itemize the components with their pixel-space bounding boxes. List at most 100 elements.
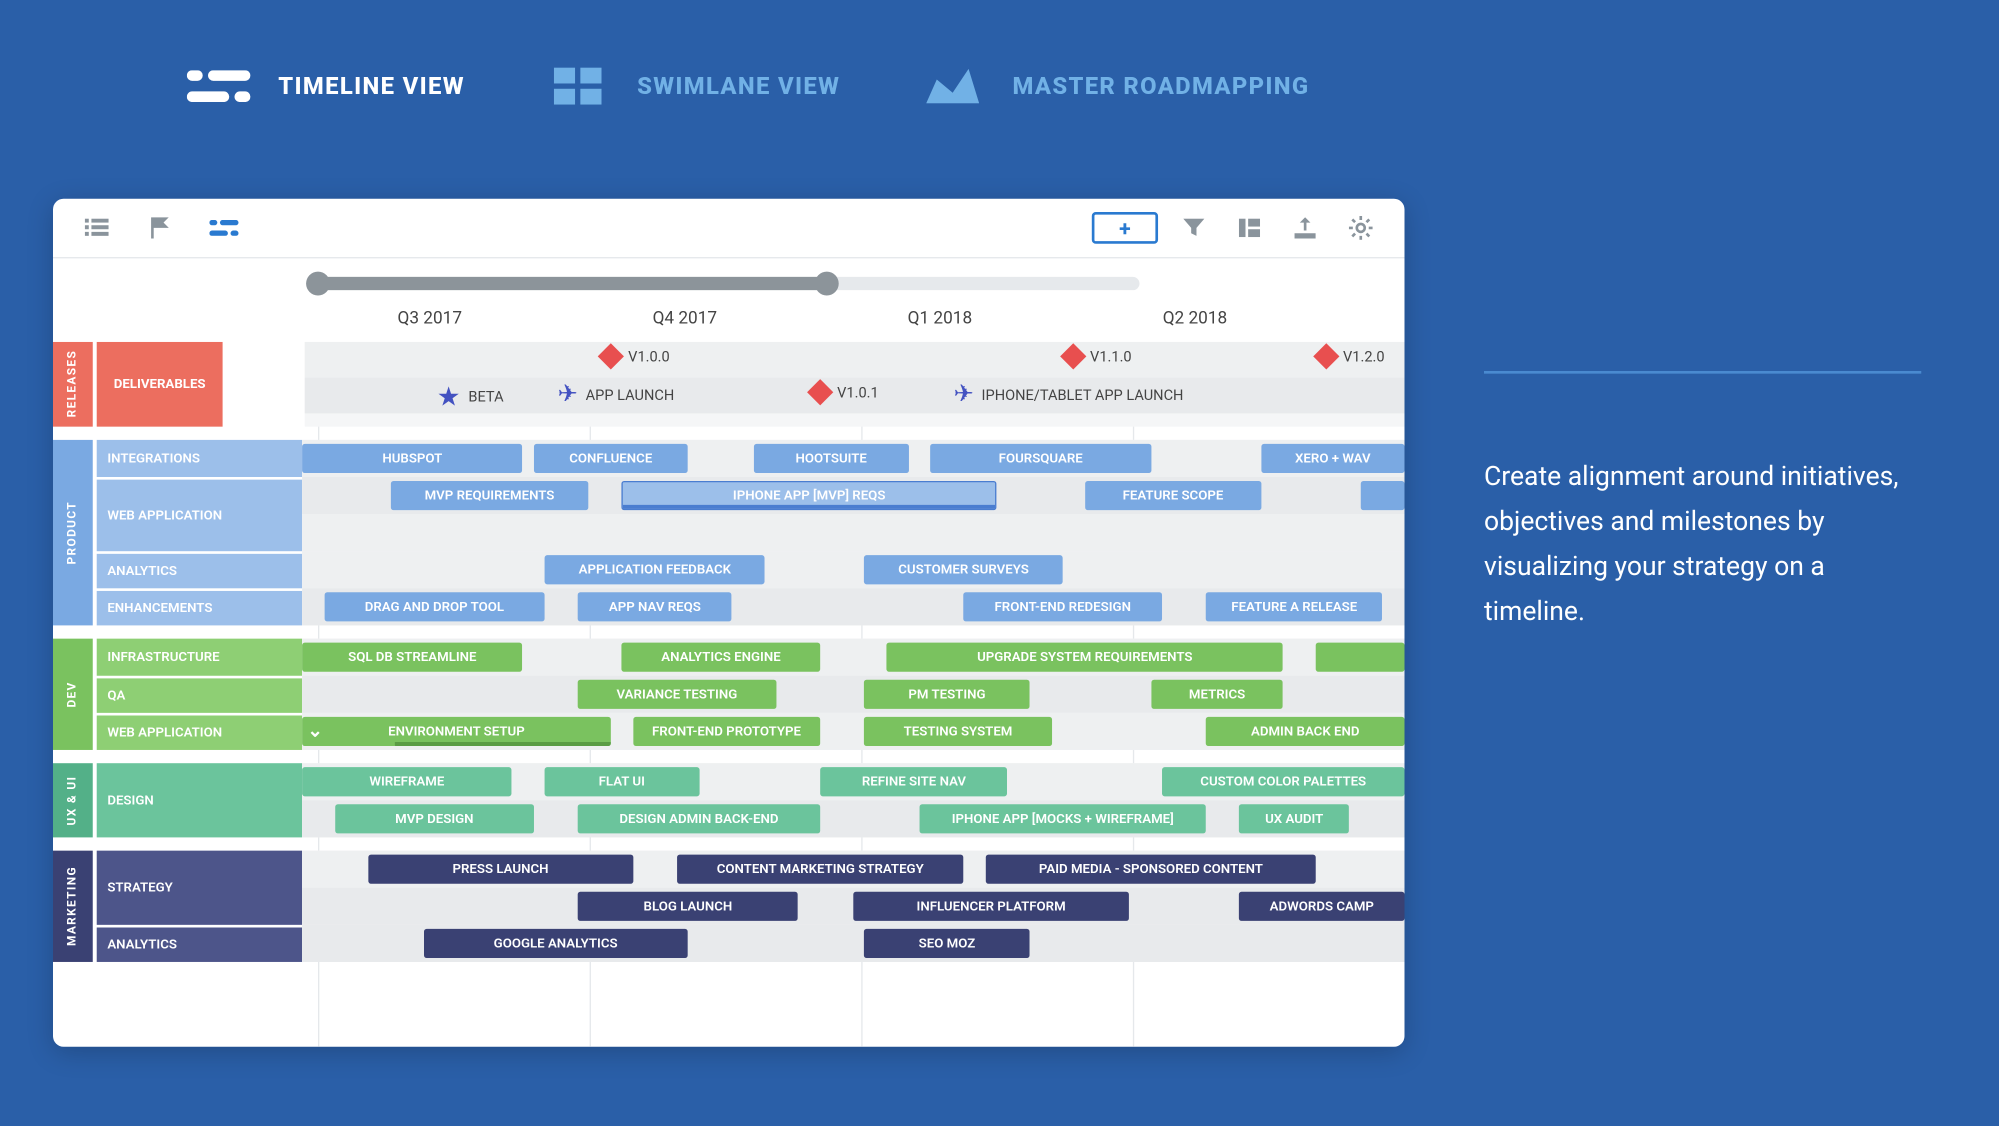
bar-label: CONFLUENCE [569,451,652,466]
filter-icon[interactable] [1174,212,1214,244]
bar-label: SEO MOZ [919,936,976,951]
milestone[interactable]: ✈IPHONE/TABLET APP LAUNCH [954,383,1184,407]
roadmap-bar[interactable]: VARIANCE TESTING [578,680,776,709]
milestone[interactable]: V1.0.1 [811,383,879,402]
bar-label: PAID MEDIA - SPONSORED CONTENT [1039,862,1263,877]
tab-master[interactable]: MASTER ROADMAPPING [920,66,1310,106]
roadmap-bar[interactable]: PAID MEDIA - SPONSORED CONTENT [986,855,1317,884]
master-icon [920,66,986,106]
bar-label: DRAG AND DROP TOOL [365,600,504,615]
lane-label: ENHANCEMENTS [97,591,302,625]
bar-label: CONTENT MARKETING STRATEGY [717,862,924,877]
bar-label: UPGRADE SYSTEM REQUIREMENTS [977,650,1192,665]
roadmap-bar[interactable]: PM TESTING [864,680,1029,709]
add-button[interactable]: + [1092,212,1158,244]
export-icon[interactable] [1285,212,1325,244]
roadmap-bar[interactable]: METRICS [1151,680,1283,709]
roadmap-bar[interactable]: HOOTSUITE [754,444,908,473]
bar-label: HUBSPOT [382,451,442,466]
milestone[interactable]: ★BETA [437,383,504,410]
roadmap-bar[interactable]: IPHONE APP [MOCKS + WIREFRAME] [919,804,1206,833]
roadmap-bar[interactable]: FRONT-END REDESIGN [964,592,1162,621]
roadmap-bar[interactable]: ADWORDS CAMP [1239,892,1404,921]
star-icon: ★ [437,383,461,410]
roadmap-bar[interactable]: CONTENT MARKETING STRATEGY [677,855,964,884]
roadmap-bar[interactable]: TESTING SYSTEM [864,717,1051,746]
milestone-label: V1.0.1 [837,384,879,401]
tab-label: MASTER ROADMAPPING [1012,72,1309,100]
diamond-icon [1313,343,1339,369]
deliverables-label: DELIVERABLES [97,342,223,427]
timeline-icon [186,66,252,106]
roadmap-bar[interactable]: XERO + WAV [1261,444,1404,473]
tab-swimlane[interactable]: SWIMLANE VIEW [544,66,840,106]
roadmap-bar[interactable]: DRAG AND DROP TOOL [324,592,544,621]
view-tabs: TIMELINE VIEW SWIMLANE VIEW MASTER ROADMAP… [0,0,1999,146]
tab-timeline[interactable]: TIMELINE VIEW [186,66,465,106]
bar-label: CUSTOMER SURVEYS [898,562,1029,577]
layout-icon[interactable] [1230,212,1270,244]
quarter-label: Q3 2017 [318,309,639,329]
bar-label: REFINE SITE NAV [862,774,966,789]
milestone-label: APP LAUNCH [586,386,675,403]
roadmap-bar[interactable]: GOOGLE ANALYTICS [423,929,688,958]
timeline-icon[interactable] [204,212,244,244]
roadmap-bar[interactable] [1316,643,1404,672]
roadmap-bar[interactable]: HUBSPOT [302,444,522,473]
bar-label: FLAT UI [599,774,645,789]
roadmap-bar[interactable]: APP NAV REQS [578,592,732,621]
milestone-label: V1.1.0 [1090,348,1132,365]
roadmap-bar[interactable]: PRESS LAUNCH [368,855,633,884]
roadmap-bar[interactable]: DESIGN ADMIN BACK-END [578,804,821,833]
roadmap-bar[interactable]: BLOG LAUNCH [578,892,798,921]
roadmap-bar[interactable]: SEO MOZ [864,929,1029,958]
roadmap-bar[interactable]: CONFLUENCE [534,444,688,473]
roadmap-bar[interactable]: FOURSQUARE [930,444,1150,473]
roadmap-bar[interactable]: FLAT UI [545,767,699,796]
bar-label: APP NAV REQS [609,600,701,615]
milestone[interactable]: V1.2.0 [1317,347,1385,366]
roadmap-bar[interactable]: REFINE SITE NAV [820,767,1007,796]
time-slider[interactable] [53,258,1405,295]
milestone[interactable]: V1.0.0 [602,347,670,366]
chevron-down-icon[interactable]: ⌄ [307,721,323,742]
roadmap-bar[interactable]: APPLICATION FEEDBACK [545,555,765,584]
list-icon[interactable] [77,212,117,244]
roadmap-bar[interactable]: FEATURE A RELEASE [1206,592,1382,621]
quarter-label: Q1 2018 [894,309,1149,329]
roadmap-bar[interactable]: IPHONE APP [MVP] REQS [622,481,997,510]
divider [1484,371,1921,374]
roadmap-bar[interactable]: CUSTOM COLOR PALETTES [1162,767,1405,796]
roadmap-bar[interactable]: INFLUENCER PLATFORM [853,892,1129,921]
group-ux: UX & UI [53,763,93,837]
roadmap-bar[interactable]: FRONT-END PROTOTYPE [633,717,820,746]
bar-label: FEATURE A RELEASE [1231,600,1357,615]
roadmap-bar[interactable]: FEATURE SCOPE [1085,481,1261,510]
roadmap-bar[interactable]: CUSTOMER SURVEYS [864,555,1062,584]
bar-label: MVP DESIGN [395,812,473,827]
group-dev: DEV [53,639,93,750]
roadmap-bar[interactable]: ADMIN BACK END [1206,717,1404,746]
roadmap-bar[interactable]: UX AUDIT [1239,804,1349,833]
roadmap-bar[interactable]: WIREFRAME [302,767,511,796]
roadmap-bar[interactable]: ⌄ENVIRONMENT SETUP [302,717,611,746]
milestone[interactable]: ✈APP LAUNCH [558,383,675,407]
roadmap-bar[interactable]: SQL DB STREAMLINE [302,643,522,672]
diamond-icon [598,343,624,369]
bar-label: FRONT-END REDESIGN [994,600,1130,615]
bar-label: HOOTSUITE [796,451,867,466]
milestone-label: V1.0.0 [628,348,670,365]
bar-label: UX AUDIT [1265,812,1323,827]
roadmap-bar[interactable] [1360,481,1404,510]
roadmap-bar[interactable]: MVP DESIGN [335,804,533,833]
lane-label: ANALYTICS [97,554,302,588]
bar-label: FOURSQUARE [999,451,1083,466]
quarter-label: Q2 2018 [1149,309,1404,329]
milestone[interactable]: V1.1.0 [1064,347,1132,366]
roadmap-bar[interactable]: MVP REQUIREMENTS [390,481,588,510]
roadmap-bar[interactable]: UPGRADE SYSTEM REQUIREMENTS [886,643,1283,672]
gear-icon[interactable] [1341,212,1381,244]
roadmap-bar[interactable]: ANALYTICS ENGINE [622,643,820,672]
bar-label: IPHONE APP [MVP] REQS [733,488,885,503]
flag-icon[interactable] [140,212,180,244]
